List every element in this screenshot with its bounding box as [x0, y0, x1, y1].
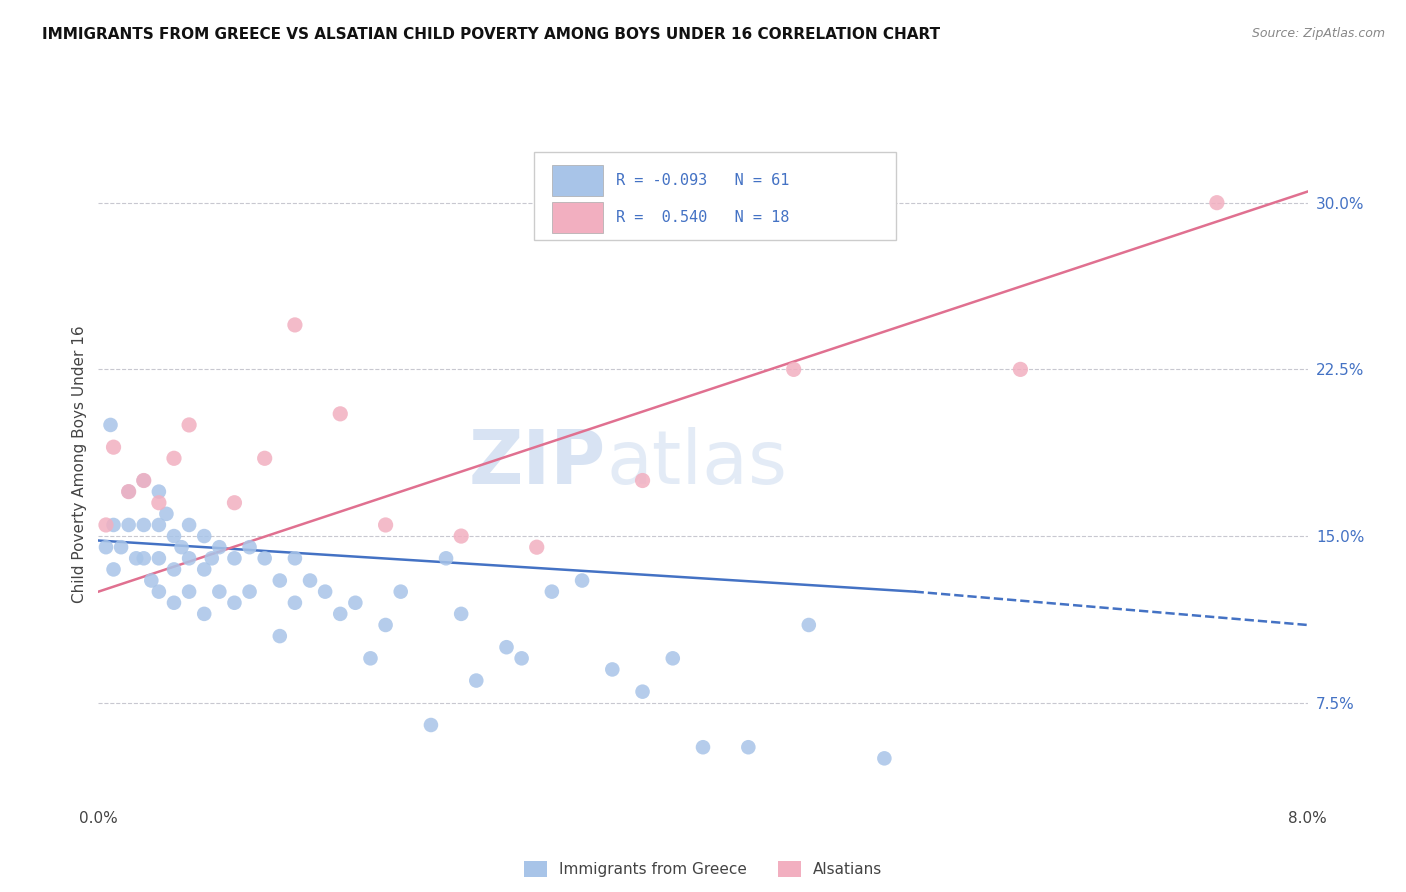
- Point: [541, 584, 564, 599]
- Point: [737, 740, 759, 755]
- Point: [224, 596, 246, 610]
- Bar: [553, 202, 603, 234]
- Point: [193, 529, 215, 543]
- Text: R = -0.093   N = 61: R = -0.093 N = 61: [616, 173, 789, 188]
- Point: [465, 673, 488, 688]
- Point: [631, 474, 654, 488]
- Point: [110, 540, 132, 554]
- Point: [692, 740, 714, 755]
- Point: [783, 362, 806, 376]
- Text: R =  0.540   N = 18: R = 0.540 N = 18: [616, 211, 789, 226]
- Point: [510, 651, 533, 665]
- Point: [148, 551, 170, 566]
- Point: [179, 417, 201, 432]
- Point: [179, 584, 201, 599]
- Point: [148, 496, 170, 510]
- Point: [239, 584, 262, 599]
- Point: [103, 518, 125, 533]
- Point: [94, 518, 117, 533]
- Point: [148, 484, 170, 499]
- Point: [329, 407, 352, 421]
- Point: [299, 574, 322, 588]
- Point: [170, 540, 193, 554]
- Legend: Immigrants from Greece, Alsatians: Immigrants from Greece, Alsatians: [517, 855, 889, 883]
- Point: [118, 484, 141, 499]
- FancyBboxPatch shape: [534, 152, 897, 240]
- Point: [329, 607, 352, 621]
- Point: [118, 484, 141, 499]
- Point: [103, 440, 125, 454]
- Point: [873, 751, 896, 765]
- Point: [163, 451, 186, 466]
- Point: [253, 451, 276, 466]
- Point: [526, 540, 548, 554]
- Point: [163, 596, 186, 610]
- Point: [118, 518, 141, 533]
- Point: [284, 318, 307, 332]
- Point: [631, 684, 654, 698]
- Point: [374, 518, 396, 533]
- Text: atlas: atlas: [606, 427, 787, 500]
- Point: [193, 562, 215, 576]
- Point: [1010, 362, 1032, 376]
- Point: [253, 551, 276, 566]
- Bar: [553, 165, 603, 196]
- Point: [389, 584, 412, 599]
- Point: [314, 584, 336, 599]
- Point: [662, 651, 685, 665]
- Point: [284, 596, 307, 610]
- Point: [571, 574, 593, 588]
- Point: [360, 651, 382, 665]
- Point: [374, 618, 396, 632]
- Point: [224, 551, 246, 566]
- Point: [1206, 195, 1229, 210]
- Point: [450, 607, 472, 621]
- Point: [201, 551, 224, 566]
- Point: [94, 540, 117, 554]
- Point: [797, 618, 820, 632]
- Point: [163, 529, 186, 543]
- Point: [420, 718, 443, 732]
- Point: [163, 562, 186, 576]
- Point: [132, 474, 155, 488]
- Point: [284, 551, 307, 566]
- Point: [495, 640, 517, 655]
- Point: [208, 584, 231, 599]
- Point: [155, 507, 177, 521]
- Point: [224, 496, 246, 510]
- Point: [602, 662, 624, 676]
- Point: [148, 518, 170, 533]
- Text: ZIP: ZIP: [470, 427, 606, 500]
- Text: IMMIGRANTS FROM GREECE VS ALSATIAN CHILD POVERTY AMONG BOYS UNDER 16 CORRELATION: IMMIGRANTS FROM GREECE VS ALSATIAN CHILD…: [42, 27, 941, 42]
- Point: [179, 518, 201, 533]
- Point: [269, 574, 291, 588]
- Point: [269, 629, 291, 643]
- Text: Source: ZipAtlas.com: Source: ZipAtlas.com: [1251, 27, 1385, 40]
- Point: [239, 540, 262, 554]
- Point: [125, 551, 148, 566]
- Point: [208, 540, 231, 554]
- Point: [100, 417, 122, 432]
- Point: [132, 474, 155, 488]
- Point: [103, 562, 125, 576]
- Point: [450, 529, 472, 543]
- Point: [179, 551, 201, 566]
- Point: [141, 574, 163, 588]
- Y-axis label: Child Poverty Among Boys Under 16: Child Poverty Among Boys Under 16: [72, 325, 87, 603]
- Point: [132, 518, 155, 533]
- Point: [148, 584, 170, 599]
- Point: [344, 596, 367, 610]
- Point: [132, 551, 155, 566]
- Point: [434, 551, 457, 566]
- Point: [193, 607, 215, 621]
